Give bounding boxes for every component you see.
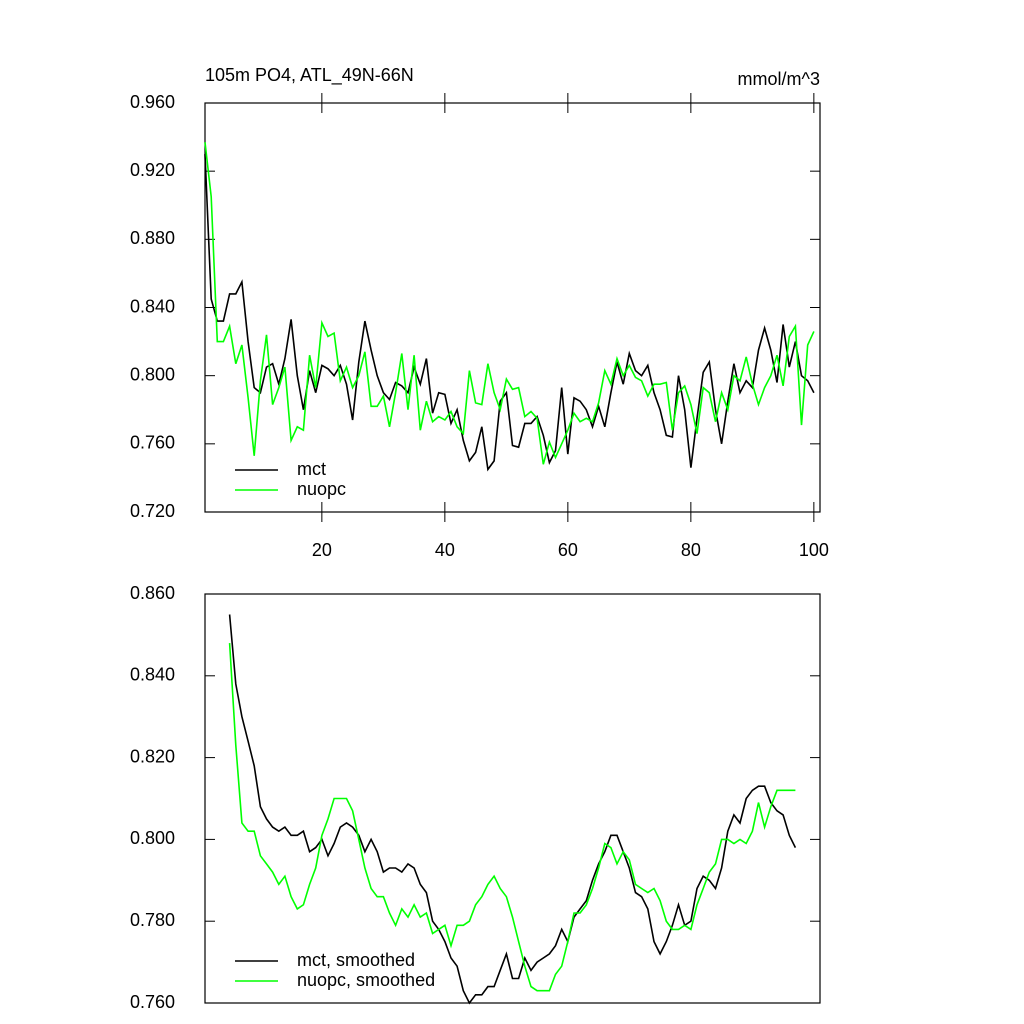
data-line (228, 643, 796, 992)
data-line (204, 154, 815, 472)
legend-label: nuopc (297, 479, 346, 499)
data-line (228, 614, 797, 1005)
x-tick-label: 100 (799, 540, 829, 560)
y-tick-label: 0.760 (130, 433, 175, 453)
y-tick-label: 0.880 (130, 228, 175, 248)
y-tick-label: 0.840 (130, 665, 175, 685)
legend-label: mct, smoothed (297, 950, 415, 970)
data-line (204, 142, 815, 465)
chart-title: 105m PO4, ATL_49N-66N (205, 65, 414, 86)
x-tick-label: 20 (312, 540, 332, 560)
y-tick-label: 0.760 (130, 992, 175, 1012)
y-tick-label: 0.820 (130, 746, 175, 766)
y-tick-label: 0.720 (130, 501, 175, 521)
x-tick-label: 60 (558, 540, 578, 560)
plot-frame (204, 593, 821, 1004)
legend-label: nuopc, smoothed (297, 970, 435, 990)
x-tick-label: 40 (435, 540, 455, 560)
y-tick-label: 0.800 (130, 828, 175, 848)
x-tick-label: 80 (681, 540, 701, 560)
units-label: mmol/m^3 (738, 69, 820, 89)
y-tick-label: 0.960 (130, 92, 175, 112)
plot-frame (204, 102, 821, 513)
y-tick-label: 0.840 (130, 296, 175, 316)
y-tick-label: 0.860 (130, 583, 175, 603)
y-tick-label: 0.920 (130, 160, 175, 180)
legend-label: mct (297, 459, 326, 479)
y-tick-label: 0.800 (130, 364, 175, 384)
y-tick-label: 0.780 (130, 910, 175, 930)
